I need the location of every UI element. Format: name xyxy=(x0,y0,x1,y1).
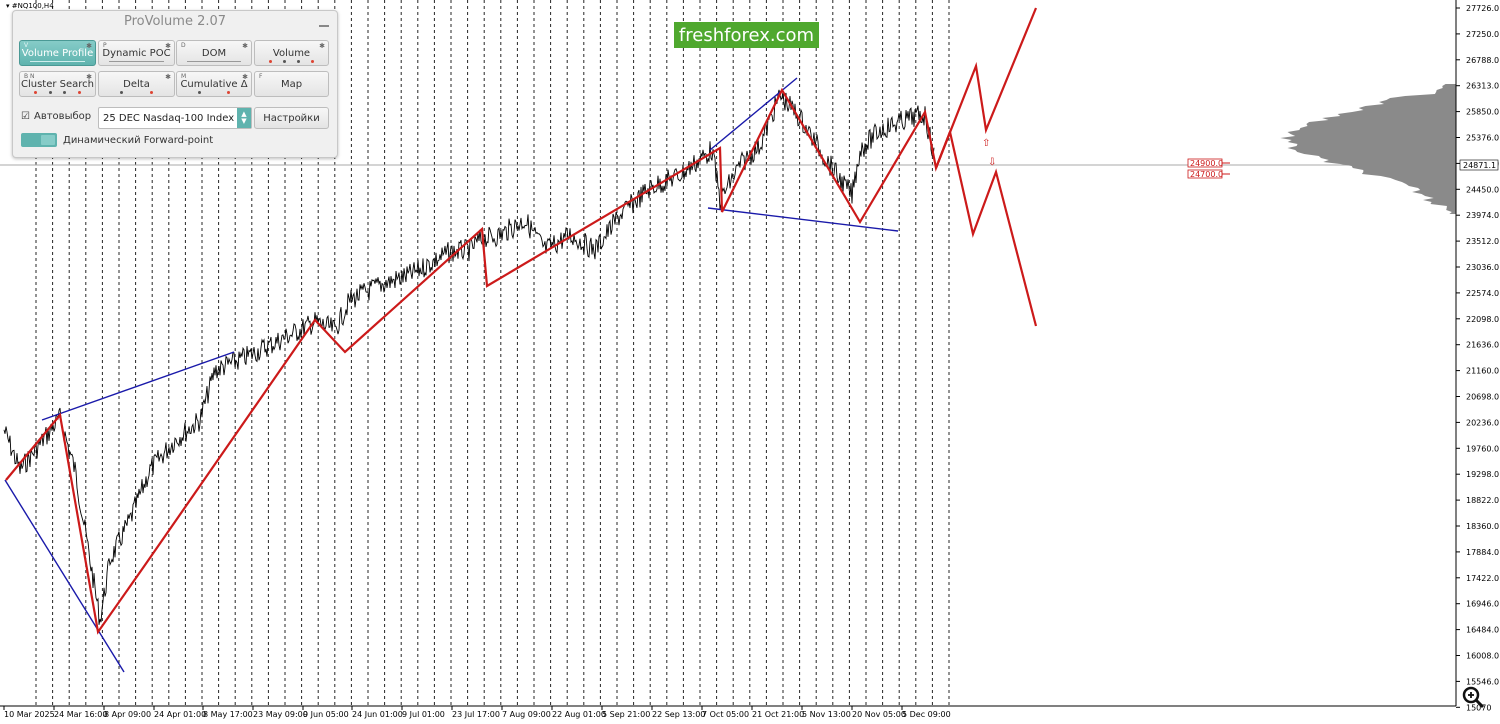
cluster-search-button[interactable]: B N ✱ Cluster Search xyxy=(19,71,96,97)
minimize-icon[interactable] xyxy=(319,17,329,27)
level-label-2: 24700.0 xyxy=(1187,169,1230,179)
time-tick-label: 23 Jul 17:00 xyxy=(452,710,500,719)
time-tick-label: 8 May 17:00 xyxy=(203,710,253,719)
provolume-panel: ProVolume 2.07 V ✱ Volume Profile P ✱ Dy… xyxy=(12,10,338,158)
trend-line-upper-right xyxy=(709,77,798,151)
brand-logo: freshforex.com xyxy=(674,22,819,48)
vertical-grid xyxy=(35,0,950,706)
dom-button[interactable]: D ✱ DOM xyxy=(176,40,252,66)
time-tick-label: 24 Apr 01:00 xyxy=(154,710,206,719)
price-tick-label: 26788.0 xyxy=(1466,56,1499,65)
forward-point-label: Динамический Forward-point xyxy=(63,135,214,146)
time-tick-label: 24 Jun 01:00 xyxy=(352,710,403,719)
price-tick-label: 27250.0 xyxy=(1466,30,1499,39)
time-tick-label: 5 Sep 21:00 xyxy=(602,710,650,719)
price-tick-label: 26313.0 xyxy=(1466,82,1499,91)
price-tick-label: 21160.0 xyxy=(1466,367,1499,376)
forward-point-toggle[interactable] xyxy=(21,133,57,147)
map-button[interactable]: F Map xyxy=(254,71,329,97)
price-tick-label: 20236.0 xyxy=(1466,418,1499,427)
price-axis[interactable]: 27726.0 27250.0 26788.0 26313.0 25850.0 25376… xyxy=(1456,4,1499,712)
price-tick-label: 27726.0 xyxy=(1466,4,1499,13)
dynamic-poc-button[interactable]: P ✱ Dynamic POC xyxy=(98,40,175,66)
price-tick-label: 19298.0 xyxy=(1466,470,1499,479)
time-axis[interactable]: 10 Mar 2025 24 Mar 16:008 Apr 09:00 24 Apr… xyxy=(3,706,951,719)
trend-line-lower-right xyxy=(707,207,899,232)
cumulative-delta-button[interactable]: M ✱ Cumulative Δ xyxy=(176,71,252,97)
autoselect-checkbox[interactable]: ☑ Автовыбор xyxy=(21,110,92,122)
price-tick-label: 15070 xyxy=(1466,703,1491,712)
time-tick-label: 23 May 09:00 xyxy=(253,710,308,719)
price-tick-label: 25376.0 xyxy=(1466,134,1499,143)
trend-line-upper-left xyxy=(41,351,235,421)
price-tick-label: 16008.0 xyxy=(1466,652,1499,661)
checkbox-icon[interactable]: ☑ xyxy=(21,110,30,122)
price-tick-label: 22574.0 xyxy=(1466,289,1499,298)
time-tick-label: 22 Aug 01:00 xyxy=(552,710,606,719)
price-tick-label: 17884.0 xyxy=(1466,548,1499,557)
time-tick-label: 10 Mar 2025 xyxy=(4,710,55,719)
time-tick-label: 20 Nov 05:00 xyxy=(852,710,906,719)
instrument-select[interactable]: 25 DEC Nasdaq-100 Index ▲ ▼ xyxy=(98,107,252,129)
price-tick-label: 15546.0 xyxy=(1466,677,1499,686)
price-tick-label: 22098.0 xyxy=(1466,315,1499,324)
delta-button[interactable]: ✱ Delta xyxy=(98,71,175,97)
price-tick-label: 25850.0 xyxy=(1466,108,1499,117)
time-tick-label: 5 Dec 09:00 xyxy=(902,710,951,719)
forecast-up-path xyxy=(934,7,1038,169)
gear-icon[interactable]: ✱ xyxy=(165,73,171,81)
time-tick-label: 9 Jul 01:00 xyxy=(402,710,445,719)
gear-icon[interactable]: ✱ xyxy=(242,42,248,50)
time-tick-label: 7 Aug 09:00 xyxy=(502,710,551,719)
gear-icon[interactable]: ✱ xyxy=(165,42,171,50)
price-series xyxy=(3,89,935,625)
price-tick-label: 16946.0 xyxy=(1466,600,1499,609)
panel-title: ProVolume 2.07 xyxy=(123,14,227,29)
level-label-1: 24900.0 xyxy=(1187,158,1230,168)
svg-text:24900.0: 24900.0 xyxy=(1190,159,1223,168)
settings-button[interactable]: Настройки xyxy=(254,107,329,129)
forecast-down-path xyxy=(934,128,1038,327)
spinner-arrow-icon[interactable]: ▲ ▼ xyxy=(237,108,251,128)
gear-icon[interactable]: ✱ xyxy=(86,73,92,81)
price-tick-label: 17422.0 xyxy=(1466,574,1499,583)
time-tick-label: 22 Sep 13:00 xyxy=(652,710,705,719)
price-tick-label: 21636.0 xyxy=(1466,341,1499,350)
current-price-tag: 24871.1 xyxy=(1459,159,1499,171)
price-tick-label: 23974.0 xyxy=(1466,211,1499,220)
arrow-down-icon: ⇩ xyxy=(988,157,996,168)
zoom-icon[interactable] xyxy=(1460,684,1486,710)
volume-profile xyxy=(1280,84,1456,214)
time-tick-label: 9 Jun 05:00 xyxy=(303,710,349,719)
svg-text:24871.1: 24871.1 xyxy=(1463,161,1496,170)
price-tick-label: 18360.0 xyxy=(1466,522,1499,531)
price-tick-label: 23036.0 xyxy=(1466,263,1499,272)
volume-button[interactable]: ✱ Volume xyxy=(254,40,329,66)
price-tick-label: 18822.0 xyxy=(1466,496,1499,505)
volume-profile-button[interactable]: V ✱ Volume Profile xyxy=(19,40,96,66)
time-tick-label: 5 Nov 13:00 xyxy=(802,710,851,719)
time-tick-label: 7 Oct 05:00 xyxy=(702,710,749,719)
price-tick-label: 23512.0 xyxy=(1466,237,1499,246)
price-tick-label: 24450.0 xyxy=(1466,185,1499,194)
gear-icon[interactable]: ✱ xyxy=(86,42,92,50)
arrow-up-icon: ⇧ xyxy=(982,138,990,149)
zigzag-line xyxy=(5,87,952,635)
time-tick-label: 21 Oct 21:00 xyxy=(752,710,804,719)
price-tick-label: 20698.0 xyxy=(1466,393,1499,402)
gear-icon[interactable]: ✱ xyxy=(319,42,325,50)
gear-icon[interactable]: ✱ xyxy=(242,73,248,81)
price-tick-label: 19760.0 xyxy=(1466,444,1499,453)
time-tick-label: 24 Mar 16:00 xyxy=(54,710,107,719)
time-tick-label: 8 Apr 09:00 xyxy=(104,710,151,719)
svg-text:24700.0: 24700.0 xyxy=(1190,170,1223,179)
trend-line-lower-left xyxy=(4,479,125,673)
symbol-label: ▾ #NQ100,H4 xyxy=(6,2,54,10)
price-tick-label: 16484.0 xyxy=(1466,626,1499,635)
